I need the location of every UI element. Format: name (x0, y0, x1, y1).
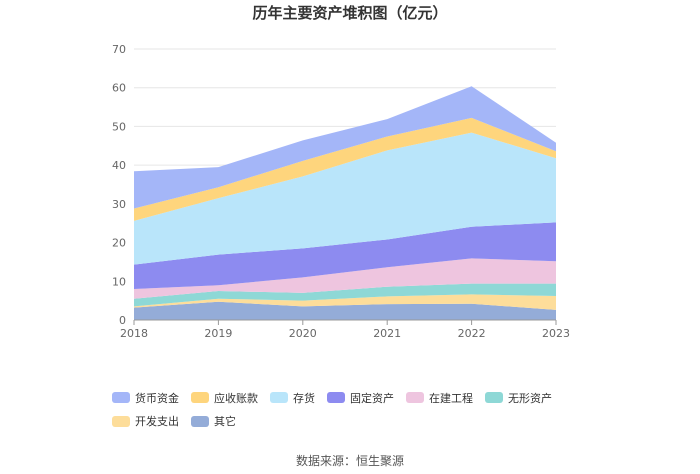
legend-swatch (406, 392, 424, 403)
area-无形资产 (134, 283, 556, 307)
x-tick-label: 2018 (120, 327, 148, 340)
area-其它 (134, 301, 556, 320)
series-areas (134, 86, 556, 320)
legend-label: 其它 (214, 415, 236, 428)
legend-item[interactable]: 其它 (191, 414, 236, 428)
area-固定资产 (134, 222, 556, 289)
x-tick-label: 2020 (289, 327, 317, 340)
x-tick-label: 2023 (542, 327, 570, 340)
legend-label: 无形资产 (508, 391, 552, 405)
legend-item[interactable]: 货币资金 (112, 391, 179, 405)
data-source: 数据来源：恒生聚源 (295, 454, 404, 468)
y-tick-label: 60 (112, 82, 126, 95)
y-tick-label: 0 (119, 314, 126, 327)
area-存货 (134, 132, 556, 265)
legend-label: 应收账款 (214, 391, 258, 405)
y-tick-label: 40 (112, 159, 126, 172)
y-tick-label: 20 (112, 237, 126, 250)
chart-legend: 货币资金 应收账款 存货 固定资产 在建工程 无形资产开发支出 其它 (112, 388, 632, 435)
legend-swatch (191, 415, 209, 427)
axes: 0 10 20 30 40 50 60 70 2018 2019 2020 2021 2022 2023 (112, 43, 570, 340)
area-货币资金 (134, 86, 556, 209)
area-开发支出 (134, 294, 556, 310)
y-tick-label: 70 (112, 43, 126, 56)
y-tick-label: 10 (112, 275, 126, 288)
legend-swatch (485, 392, 503, 403)
x-tick-label: 2021 (373, 327, 401, 340)
y-tick-label: 30 (112, 198, 126, 211)
legend-label: 固定资产 (350, 391, 394, 405)
area-在建工程 (134, 258, 556, 299)
legend-item[interactable]: 应收账款 (191, 391, 258, 405)
legend-label: 开发支出 (135, 415, 179, 428)
legend-item[interactable]: 无形资产 (485, 391, 552, 405)
x-tick-label: 2019 (204, 327, 232, 340)
legend-swatch (112, 415, 130, 427)
legend-swatch (112, 392, 130, 403)
legend-label: 在建工程 (429, 391, 473, 405)
legend-item[interactable]: 开发支出 (112, 414, 179, 428)
legend-swatch (327, 392, 345, 403)
x-tick-label: 2022 (458, 327, 486, 340)
legend-swatch (270, 392, 288, 403)
legend-label: 存货 (293, 391, 315, 405)
legend-swatch (191, 392, 209, 403)
legend-item[interactable]: 存货 (270, 391, 315, 405)
y-tick-label: 50 (112, 120, 126, 133)
legend-item[interactable]: 在建工程 (406, 391, 473, 405)
legend-item[interactable]: 固定资产 (327, 391, 394, 405)
chart-title: 历年主要资产堆积图（亿元） (252, 4, 448, 22)
legend-label: 货币资金 (135, 391, 179, 405)
